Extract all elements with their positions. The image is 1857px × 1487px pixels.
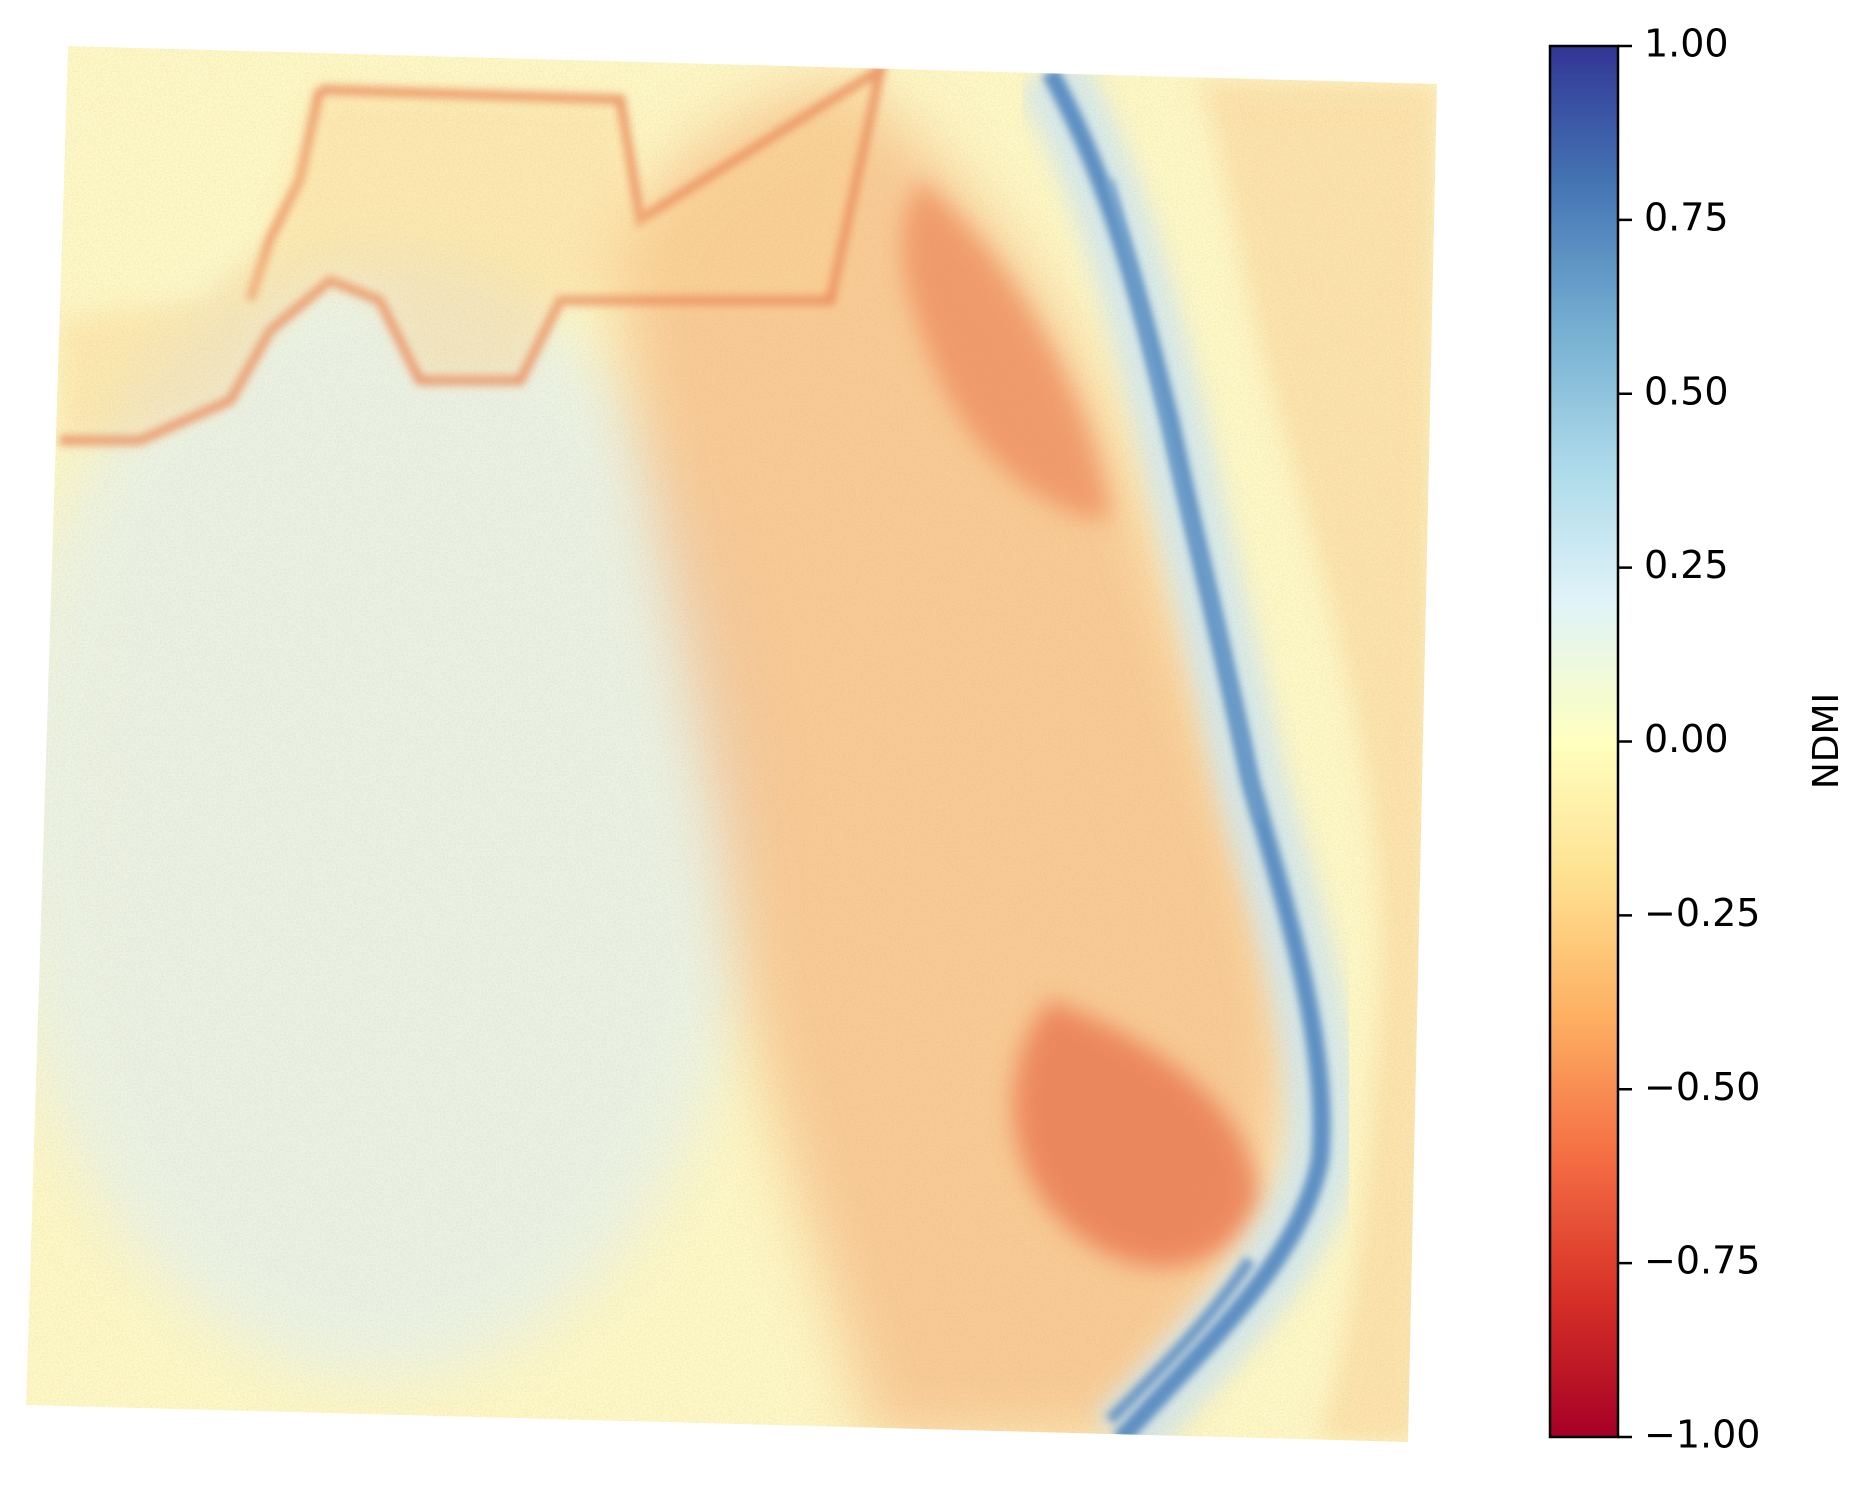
colorbar-tick-label: −0.75 xyxy=(1644,1239,1760,1283)
colorbar-tick-label: 0.50 xyxy=(1644,369,1729,413)
colorbar-tick-label: 0.00 xyxy=(1644,717,1729,761)
colorbar-tick-label: 1.00 xyxy=(1644,22,1729,66)
colorbar-label: NDMI xyxy=(1806,693,1847,789)
colorbar-tick-label: −1.00 xyxy=(1644,1413,1760,1457)
colorbar-gradient xyxy=(1548,44,1620,1439)
colorbar-tick-label: 0.75 xyxy=(1644,195,1729,239)
raster-speckle xyxy=(26,46,1437,1442)
colorbar-tick-label: −0.50 xyxy=(1644,1065,1760,1109)
colorbar: 1.00 0.75 0.50 0.25 0.00 −0.25 −0.50 −0.75 −1.00… xyxy=(1548,22,1847,1457)
colorbar-tick-label: 0.25 xyxy=(1644,543,1729,587)
ndmi-raster-image xyxy=(26,46,1437,1442)
colorbar-tick-label: −0.25 xyxy=(1644,891,1760,935)
colorbar-ticks: 1.00 0.75 0.50 0.25 0.00 −0.25 −0.50 −0.75 −1.00 xyxy=(1618,22,1760,1457)
